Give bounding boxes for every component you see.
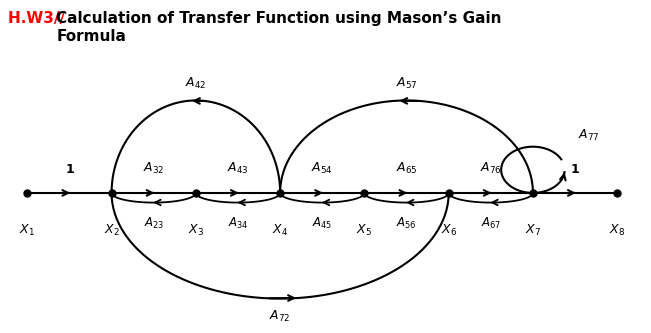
Text: $A_{34}$: $A_{34}$ <box>228 216 248 231</box>
Text: $X_5$: $X_5$ <box>357 223 372 238</box>
Text: $A_{67}$: $A_{67}$ <box>480 216 501 231</box>
Text: $A_{65}$: $A_{65}$ <box>396 161 417 176</box>
Text: $A_{54}$: $A_{54}$ <box>311 161 333 176</box>
Text: $A_{32}$: $A_{32}$ <box>143 161 165 176</box>
Text: $A_{77}$: $A_{77}$ <box>577 128 599 144</box>
Text: $A_{43}$: $A_{43}$ <box>227 161 249 176</box>
Text: $A_{56}$: $A_{56}$ <box>396 216 417 231</box>
Text: $X_8$: $X_8$ <box>609 223 625 238</box>
Text: $A_{45}$: $A_{45}$ <box>312 216 333 231</box>
Text: H.W3//: H.W3// <box>8 11 70 26</box>
Text: $X_2$: $X_2$ <box>104 223 119 238</box>
Text: $A_{57}$: $A_{57}$ <box>396 76 417 91</box>
Text: $A_{72}$: $A_{72}$ <box>270 308 291 324</box>
Text: $A_{23}$: $A_{23}$ <box>143 216 164 231</box>
Text: $A_{76}$: $A_{76}$ <box>480 161 502 176</box>
Text: $X_4$: $X_4$ <box>272 223 288 238</box>
Text: $X_1$: $X_1$ <box>20 223 35 238</box>
Text: 1: 1 <box>65 164 74 176</box>
Text: 1: 1 <box>571 164 579 176</box>
Text: $A_{42}$: $A_{42}$ <box>185 76 206 91</box>
Text: $X_3$: $X_3$ <box>188 223 204 238</box>
Text: $X_6$: $X_6$ <box>441 223 457 238</box>
Text: Calculation of Transfer Function using Mason’s Gain
Formula: Calculation of Transfer Function using M… <box>57 11 502 44</box>
Text: $X_7$: $X_7$ <box>525 223 541 238</box>
